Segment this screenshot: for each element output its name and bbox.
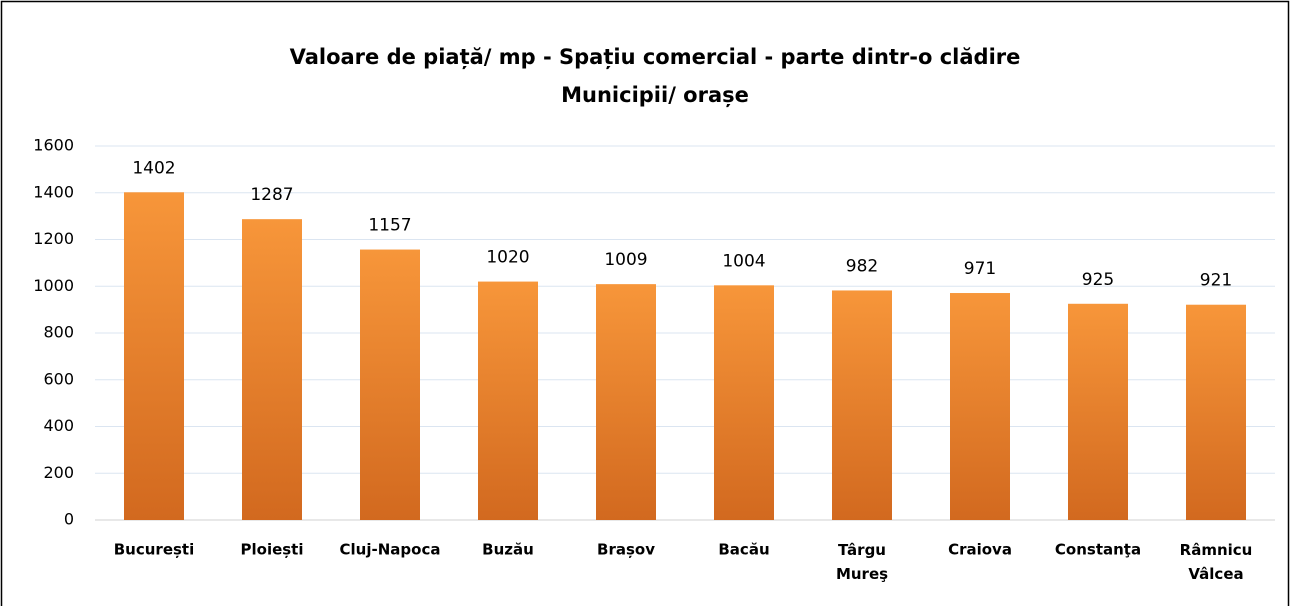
chart-title: Valoare de piață/ mp - Spațiu comercial … [290,45,1021,70]
x-tick-label: Cluj-Napoca [340,541,441,559]
bar [714,285,774,520]
x-tick-label: Craiova [948,541,1012,559]
x-tick-label: Târgu Mureş [836,541,888,583]
y-tick-label: 1200 [33,229,74,248]
chart-subtitle: Municipii/ orașe [561,83,749,107]
x-tick-label: Constanţa [1055,541,1141,559]
value-label: 921 [1200,271,1232,291]
value-label: 1004 [722,251,765,271]
y-tick-label: 1600 [33,136,74,155]
bar [242,219,302,520]
x-tick-label: Ploiești [241,541,304,559]
x-tick-label: Buzău [482,541,534,559]
y-tick-label: 800 [43,323,74,342]
x-tick-label: Bacău [718,541,769,559]
y-tick-label: 200 [43,463,74,482]
value-label: 1402 [132,158,175,178]
y-tick-label: 1400 [33,182,74,201]
bar [124,192,184,520]
bar [950,293,1010,520]
value-label: 1157 [368,216,411,236]
y-tick-label: 1000 [33,276,74,295]
y-tick-label: 600 [43,369,74,388]
bar [478,281,538,520]
value-label: 971 [964,259,996,279]
value-label: 982 [846,256,878,276]
bar [596,284,656,520]
value-label: 925 [1082,270,1114,290]
bar [360,249,420,520]
y-tick-label: 0 [64,510,74,529]
value-label: 1020 [486,248,529,268]
bar [1186,304,1246,520]
value-label: 1009 [604,250,647,270]
bar [1068,303,1128,520]
x-tick-label: Brașov [597,541,655,559]
x-tick-label: Râmnicu Vâlcea [1180,541,1253,583]
x-tick-label: București [114,541,195,559]
bar [832,290,892,520]
y-tick-label: 400 [43,416,74,435]
value-label: 1287 [250,185,293,205]
